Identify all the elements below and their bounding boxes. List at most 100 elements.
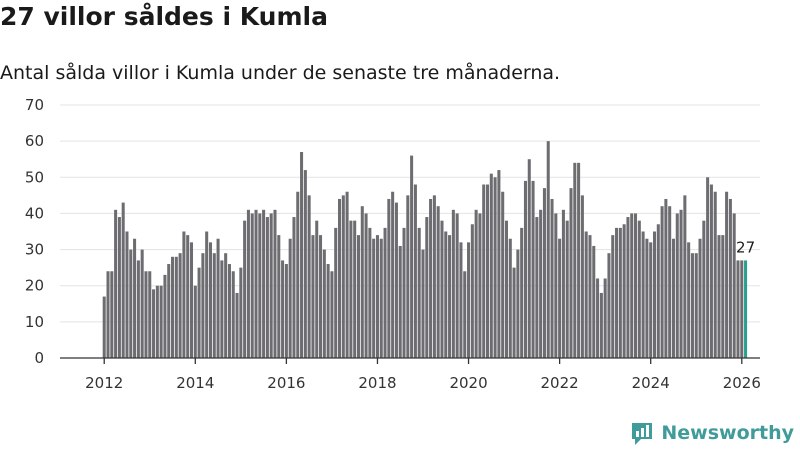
bar [569, 188, 573, 358]
chart-subtitle: Antal sålda villor i Kumla under de sena… [0, 62, 561, 84]
bar [322, 249, 326, 358]
x-tick-label: 2026 [723, 374, 761, 392]
bar [334, 227, 338, 358]
bar [186, 235, 190, 358]
bar [429, 198, 433, 358]
y-tick-label: 40 [25, 204, 44, 222]
chart-title: 27 villor såldes i Kumla [0, 2, 328, 31]
bar [436, 206, 440, 358]
bar [523, 180, 527, 358]
bar [592, 245, 596, 358]
bar [531, 180, 535, 358]
y-axis-ticks: 0 10 20 30 40 50 60 70 [25, 96, 44, 367]
bar [558, 238, 562, 358]
x-tick-label: 2022 [541, 374, 579, 392]
bar [216, 238, 220, 358]
bar [736, 260, 740, 358]
bar [239, 267, 243, 358]
y-tick-label: 0 [34, 349, 44, 367]
bar [444, 231, 448, 358]
bar [740, 260, 744, 358]
bar [315, 220, 319, 358]
bar [683, 195, 687, 358]
bar [281, 260, 285, 358]
x-tick-label: 2012 [85, 374, 123, 392]
x-axis: 2012 2014 2016 2018 2020 2022 2024 2026 [60, 357, 761, 392]
bar [721, 235, 725, 358]
bar [372, 238, 376, 358]
bar [136, 260, 140, 358]
bar [364, 213, 368, 358]
bar [687, 242, 691, 358]
brand-logo: Newsworthy [629, 420, 794, 446]
bar [588, 235, 592, 358]
bar [326, 264, 330, 358]
bar [725, 191, 729, 358]
bar [258, 213, 262, 358]
bar [262, 209, 266, 358]
bar [421, 249, 425, 358]
bar [227, 264, 231, 358]
bar [243, 220, 247, 358]
bar [470, 224, 474, 358]
bar [493, 177, 497, 358]
y-tick-label: 20 [25, 277, 44, 295]
bar-latest [744, 260, 748, 358]
bar [501, 191, 505, 358]
bar [690, 253, 694, 358]
bar [182, 231, 186, 358]
y-tick-label: 30 [25, 241, 44, 259]
bar [451, 209, 455, 358]
bar [246, 209, 250, 358]
bar [709, 184, 713, 358]
bar [159, 285, 163, 358]
bar [189, 242, 194, 358]
bar [645, 238, 649, 358]
bar [269, 213, 273, 358]
bar [694, 253, 698, 358]
bar [482, 184, 486, 358]
bar [580, 195, 584, 358]
bar [497, 170, 501, 358]
bar [542, 188, 546, 358]
bar [561, 209, 565, 358]
bar [205, 231, 209, 358]
bar [634, 213, 638, 358]
bar [546, 141, 550, 358]
bar [728, 198, 732, 358]
bar [178, 253, 182, 358]
bar [394, 202, 398, 358]
bar [474, 209, 478, 358]
x-tick-label: 2024 [632, 374, 670, 392]
bar [410, 155, 414, 358]
bar [212, 253, 216, 358]
bar [630, 213, 634, 358]
bar [235, 292, 239, 358]
bar [167, 264, 171, 358]
bar [607, 253, 611, 358]
bar [117, 217, 121, 358]
bars [102, 141, 748, 358]
bar [698, 238, 702, 358]
bar [512, 267, 516, 358]
bar [349, 220, 353, 358]
bar [675, 213, 679, 358]
bar [440, 220, 444, 358]
y-tick-label: 10 [25, 313, 44, 331]
bar [652, 231, 657, 358]
bar [171, 256, 175, 358]
bar [307, 195, 311, 358]
bar [413, 184, 417, 358]
bar [391, 191, 395, 358]
bar [148, 271, 152, 358]
bar [432, 195, 436, 358]
bar [641, 231, 645, 358]
bar [288, 238, 292, 358]
bar [193, 285, 197, 358]
bar [622, 224, 626, 358]
y-tick-label: 50 [25, 168, 44, 186]
bar [626, 217, 630, 358]
bar [284, 264, 288, 358]
bar [406, 195, 410, 358]
